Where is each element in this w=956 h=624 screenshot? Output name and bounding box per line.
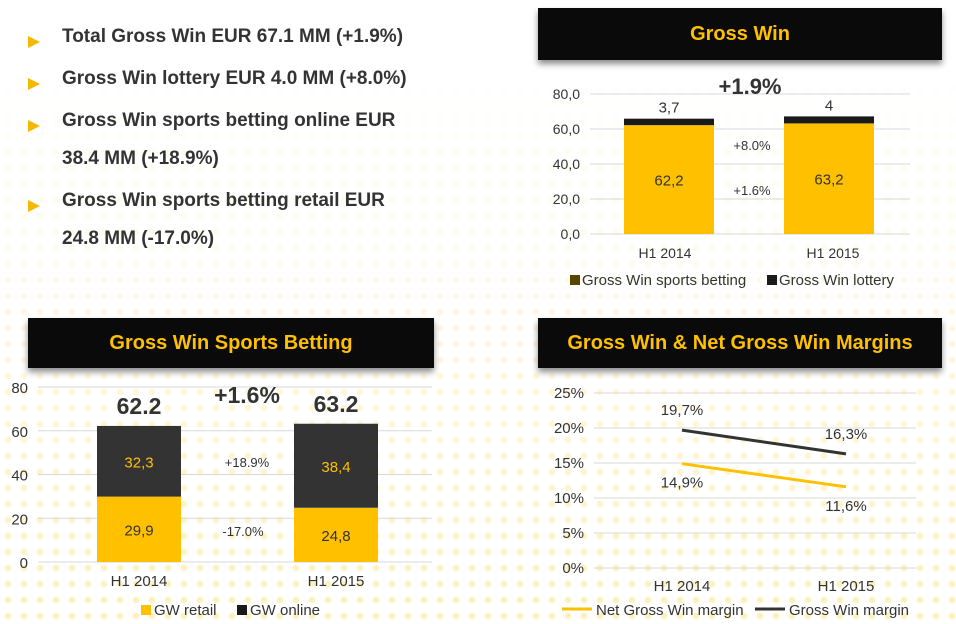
y-tick-label: 40,0 — [553, 156, 580, 172]
bar-gw-online — [97, 425, 181, 497]
y-tick-label: 20% — [554, 420, 584, 437]
legend-label: Gross Win sports betting — [582, 272, 746, 289]
y-tick-label: 10% — [554, 490, 584, 507]
net-gross-win-margin-line — [681, 462, 847, 489]
bullet-item: Gross Win sports betting online EUR 38.4… — [28, 110, 498, 178]
legend-swatch — [767, 275, 777, 285]
x-tick-label: H1 2014 — [654, 578, 711, 595]
x-tick-label: H1 2015 — [308, 573, 365, 590]
growth-annotation: +1.9% — [719, 74, 782, 99]
growth-annotation: +18.9% — [225, 455, 270, 470]
data-label: 24,8 — [321, 528, 350, 545]
x-tick-label: H1 2015 — [818, 578, 875, 595]
bullet-text: Gross Win sports betting retail EUR 24.8… — [62, 190, 385, 249]
bar-lottery — [624, 118, 714, 126]
data-label: 62,2 — [654, 173, 683, 190]
y-tick-label: 15% — [554, 455, 584, 472]
triangle-bullet-icon — [28, 200, 40, 212]
y-tick-label: 60 — [11, 424, 28, 441]
data-label: 3,7 — [659, 100, 680, 117]
y-tick-label: 80,0 — [553, 86, 580, 102]
bullet-text: Gross Win sports betting online EUR 38.4… — [62, 110, 396, 169]
bullet-list: Total Gross Win EUR 67.1 MM (+1.9%) Gros… — [28, 26, 498, 274]
bar-gw-retail — [97, 496, 181, 562]
triangle-bullet-icon — [28, 120, 40, 132]
y-tick-label: 0,0 — [561, 226, 581, 242]
gross-win-chart: 0,0 20,0 40,0 60,0 80,0 62,2 3,7 H1 2014 63,2 4 H1… — [553, 74, 910, 289]
legend-label: Net Gross Win margin — [596, 602, 744, 619]
x-tick-label: H1 2014 — [111, 573, 168, 590]
y-tick-label: 0 — [20, 555, 28, 572]
bullet-text: Total Gross Win EUR 67.1 MM (+1.9%) — [62, 26, 404, 47]
y-tick-label: 20 — [11, 511, 28, 528]
data-label: 29,9 — [124, 522, 153, 539]
data-label: 19,7% — [661, 402, 704, 419]
bar-sports-betting — [624, 125, 714, 234]
bar-gw-online — [294, 423, 378, 508]
gross-win-sports-betting-chart: 0 20 40 60 80 29,9 32,3 62.2 H1 2014 24,8 38,4 63.2… — [11, 380, 432, 619]
bullet-item: Gross Win sports betting retail EUR 24.8… — [28, 190, 498, 258]
legend-label: Gross Win lottery — [779, 272, 895, 289]
bullet-item: Total Gross Win EUR 67.1 MM (+1.9%) — [28, 26, 498, 56]
gross-win-margin-line — [681, 428, 847, 456]
bar-sports-betting — [784, 123, 874, 234]
y-tick-label: 25% — [554, 385, 584, 402]
legend-swatch — [570, 275, 580, 285]
legend-label: GW online — [250, 602, 320, 619]
data-label: 11,6% — [825, 498, 866, 515]
triangle-bullet-icon — [28, 78, 40, 90]
data-label: 63,2 — [814, 172, 843, 189]
growth-annotation: +1.6% — [733, 183, 771, 198]
data-label: 38,4 — [321, 459, 350, 476]
bullet-text: Gross Win lottery EUR 4.0 MM (+8.0%) — [62, 68, 407, 89]
margins-chart: 0% 5% 10% 15% 20% 25% 14,9% 11,6% 19,7% 16,3% H1 2… — [554, 385, 916, 619]
growth-annotation: -17.0% — [222, 524, 264, 539]
x-tick-label: H1 2014 — [639, 245, 692, 261]
data-label: 4 — [825, 97, 833, 114]
y-tick-label: 60,0 — [553, 121, 580, 137]
growth-annotation: +1.6% — [214, 382, 280, 408]
total-label: 63.2 — [314, 391, 359, 417]
legend-label: Gross Win margin — [789, 602, 909, 619]
gross-win-sports-betting-header: Gross Win Sports Betting — [28, 318, 434, 368]
legend-swatch — [237, 605, 247, 615]
margins-header: Gross Win & Net Gross Win Margins — [538, 318, 942, 368]
y-tick-label: 0% — [562, 560, 584, 577]
data-label: 16,3% — [825, 426, 868, 443]
growth-annotation: +8.0% — [733, 138, 771, 153]
y-tick-label: 40 — [11, 468, 28, 485]
y-tick-label: 5% — [562, 525, 584, 542]
y-tick-label: 20,0 — [553, 191, 580, 207]
triangle-bullet-icon — [28, 36, 40, 48]
gross-win-header: Gross Win — [538, 8, 942, 60]
total-label: 62.2 — [117, 393, 162, 419]
bullet-item: Gross Win lottery EUR 4.0 MM (+8.0%) — [28, 68, 498, 98]
x-tick-label: H1 2015 — [807, 245, 860, 261]
data-label: 14,9% — [661, 475, 704, 492]
data-label: 32,3 — [124, 454, 153, 471]
bar-lottery — [784, 116, 874, 124]
legend-swatch — [141, 605, 151, 615]
legend-label: GW retail — [154, 602, 217, 619]
bar-gw-retail — [294, 507, 378, 562]
y-tick-label: 80 — [11, 380, 28, 397]
